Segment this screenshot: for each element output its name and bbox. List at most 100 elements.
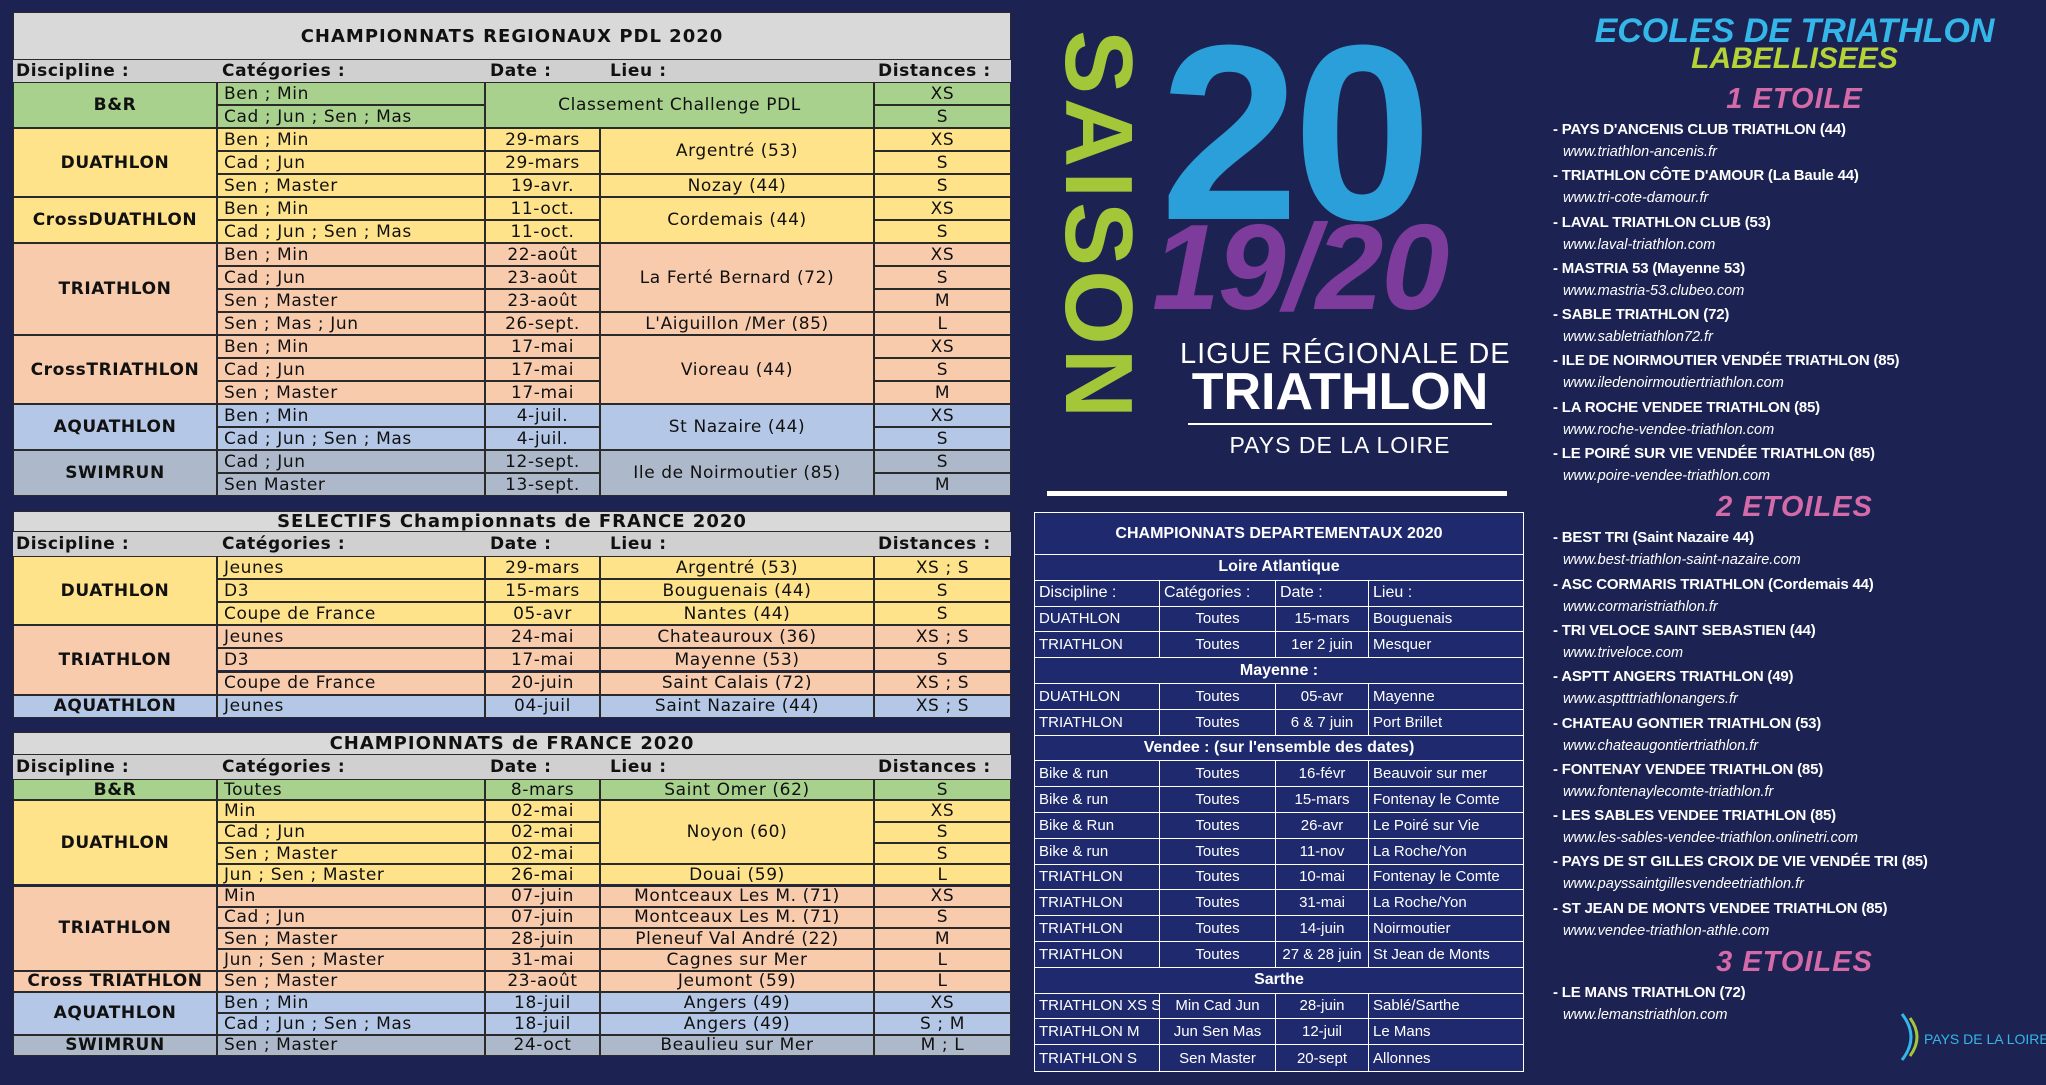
dep-cell: 10-mai: [1276, 864, 1369, 891]
dep-cell: Noirmoutier: [1369, 916, 1523, 942]
dep-section-row: Sarthe: [1035, 968, 1523, 994]
categories-cell: D3: [217, 579, 485, 603]
column-header: Discipline :: [16, 61, 130, 81]
dep-cell: Bouguenais: [1369, 607, 1523, 633]
logo-rule: [1188, 423, 1492, 425]
date-cell: 17-mai: [485, 358, 600, 381]
lieu-cell: Angers (49): [600, 992, 874, 1014]
categories-cell: Ben ; Min: [217, 335, 485, 358]
dep-row: TRIATHLON Toutes 6 & 7 juin Port Brillet: [1035, 709, 1523, 736]
club-url: www.asptttriathlonangers.fr: [1563, 691, 1738, 708]
distance-cell: XS: [874, 885, 1011, 907]
categories-cell: Coupe de France: [217, 602, 485, 626]
dep-section: Sarthe: [1035, 968, 1523, 994]
header-band: [13, 755, 1011, 779]
club-name: - ST JEAN DE MONTS VENDEE TRIATHLON (85): [1553, 899, 1888, 917]
distance-cell: S: [874, 220, 1011, 243]
dep-row: DUATHLON Toutes 15-mars Bouguenais: [1035, 606, 1523, 633]
lieu-cell: Noyon (60): [600, 800, 874, 865]
club: - CHATEAU GONTIER TRIATHLON (53) www.chat…: [1553, 712, 2036, 758]
dep-section-row: Mayenne :: [1035, 658, 1523, 684]
distance-cell: S: [874, 779, 1011, 801]
categories-cell: Cad ; Jun ; Sen ; Mas: [217, 427, 485, 450]
distance-cell: S: [874, 450, 1011, 473]
date-cell: 23-août: [485, 289, 600, 312]
categories-cell: Cad ; Jun ; Sen ; Mas: [217, 105, 485, 128]
dep-cell: Bike & run: [1035, 761, 1160, 788]
dep-cell: Bike & run: [1035, 838, 1160, 865]
dep-cell: Toutes: [1160, 838, 1276, 865]
distance-cell: M: [874, 381, 1011, 404]
dep-row: Bike & run Toutes 15-mars Fontenay le Comte: [1035, 787, 1523, 813]
categories-cell: Sen ; Master: [217, 1034, 485, 1056]
club-url: www.sabletriathlon72.fr: [1563, 329, 1713, 346]
big-year: 20: [1160, 0, 1432, 272]
dep-cell: Sen Master: [1160, 1045, 1276, 1071]
dep-cell: TRIATHLON: [1035, 864, 1160, 891]
date-cell: 29-mars: [485, 128, 600, 151]
categories-cell: Ben ; Min: [217, 82, 485, 105]
dep-cell: TRIATHLON: [1035, 890, 1160, 917]
discipline-cell: SWIMRUN: [13, 450, 217, 496]
level-heading: 1 ETOILE: [1726, 82, 1863, 115]
dep-cell: Fontenay le Comte: [1369, 865, 1523, 891]
distance-cell: M ; L: [874, 1034, 1011, 1056]
lieu-cell: Montceaux Les M. (71): [600, 885, 874, 907]
club-url: www.fontenaylecomte-triathlon.fr: [1563, 783, 1774, 800]
lieu-cell: Argentré (53): [600, 556, 874, 580]
dep-cell: 14-juin: [1276, 916, 1369, 942]
dep-cell: 1er 2 juin: [1276, 632, 1369, 659]
dep-header: Date :: [1276, 580, 1369, 607]
club-name: - MASTRIA 53 (Mayenne 53): [1553, 259, 1745, 277]
categories-cell: Jeunes: [217, 556, 485, 580]
date-cell: 18-juil: [485, 1013, 600, 1035]
categories-cell: Cad ; Jun: [217, 358, 485, 381]
categories-cell: Cad ; Jun ; Sen ; Mas: [217, 220, 485, 243]
club-name: - LAVAL TRIATHLON CLUB (53): [1553, 213, 1771, 231]
club: - LA ROCHE VENDEE TRIATHLON (85) www.roch…: [1553, 396, 2036, 442]
discipline-cell: TRIATHLON: [13, 625, 217, 695]
lieu-cell: Jeumont (59): [600, 970, 874, 992]
column-header: Date :: [490, 61, 552, 81]
dep-cell: Toutes: [1160, 683, 1276, 710]
league-region: PAYS DE LA LOIRE: [1229, 432, 1451, 458]
dep-section-row: Loire Atlantique: [1035, 555, 1523, 581]
dep-cell: TRIATHLON S: [1035, 1045, 1160, 1071]
discipline-cell: CrossDUATHLON: [13, 197, 217, 243]
date-cell: 02-mai: [485, 821, 600, 843]
dep-cell: Toutes: [1160, 761, 1276, 788]
dep-cell: 05-avr: [1276, 683, 1369, 710]
lieu-cell: Montceaux Les M. (71): [600, 906, 874, 929]
date-cell: 13-sept.: [485, 473, 600, 496]
date-cell: 4-juil.: [485, 404, 600, 427]
dep-row: TRIATHLON Toutes 14-juin Noirmoutier: [1035, 916, 1523, 942]
club-name: - LE POIRÉ SUR VIE VENDÉE TRIATHLON (85): [1553, 445, 1875, 463]
distance-cell: XS: [874, 404, 1011, 427]
categories-cell: Sen ; Master: [217, 174, 485, 197]
lieu-cell: Bouguenais (44): [600, 579, 874, 603]
dep-section: Vendee : (sur l'ensemble des dates): [1035, 736, 1523, 762]
dep-cell: Toutes: [1160, 632, 1276, 659]
club: - PAYS DE ST GILLES CROIX DE VIE VENDÉE …: [1553, 850, 2036, 896]
discipline-cell: TRIATHLON: [13, 243, 217, 335]
lieu-cell: Angers (49): [600, 1013, 874, 1035]
date-cell: 23-août: [485, 266, 600, 289]
dep-cell: Le Poiré sur Vie: [1369, 813, 1523, 839]
date-cell: 26-mai: [485, 864, 600, 886]
dep-cell: 15-mars: [1276, 606, 1369, 633]
dep-cell: Port Brillet: [1369, 710, 1523, 736]
dep-row: TRIATHLON Toutes 27 & 28 juin St Jean de Mo…: [1035, 941, 1523, 968]
dep-cell: Mayenne: [1369, 684, 1523, 710]
schools-list: 1 ETOILE - PAYS D'ANCENIS CLUB TRIATHLON …: [1553, 80, 2036, 1027]
column-header: Distances :: [878, 757, 991, 777]
dep-section: Loire Atlantique: [1035, 555, 1523, 581]
categories-cell: Jeunes: [217, 694, 485, 718]
club-name: - SABLE TRIATHLON (72): [1553, 306, 1730, 324]
dep-cell: 16-févr: [1276, 761, 1369, 788]
dep-row: Bike & run Toutes 16-févr Beauvoir sur mer: [1035, 761, 1523, 788]
dep-cell: 12-juil: [1276, 1019, 1369, 1046]
categories-cell: Cad ; Jun: [217, 821, 485, 843]
club-url: www.roche-vendee-triathlon.com: [1563, 421, 1775, 438]
dep-cell: Toutes: [1160, 812, 1276, 839]
